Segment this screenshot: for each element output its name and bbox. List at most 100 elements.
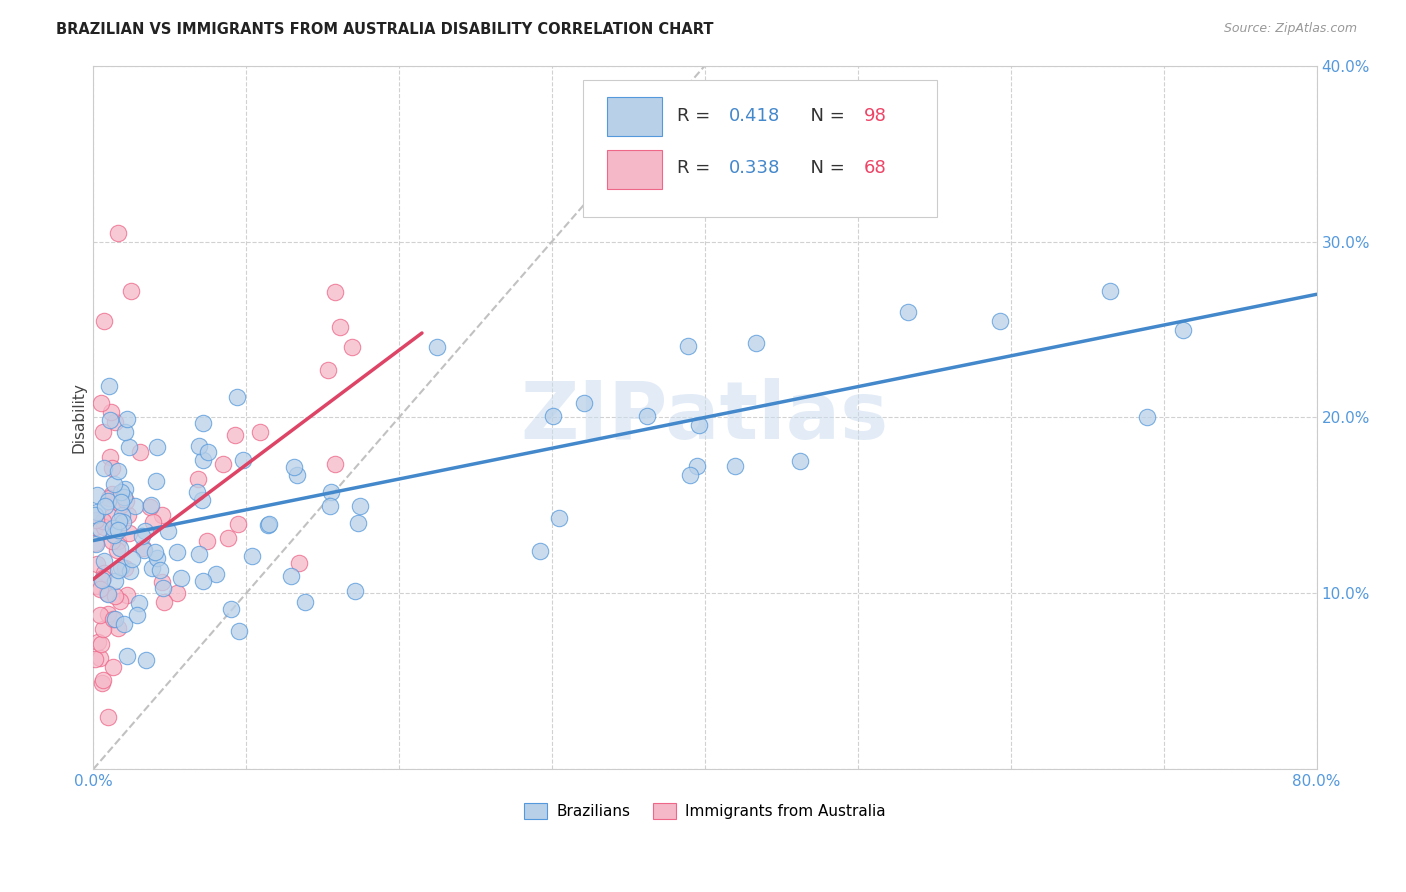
Point (91, 676, 114, 690)
Point (249, 425, 271, 439)
Legend: Brazilians, Immigrants from Australia: Brazilians, Immigrants from Australia (517, 797, 891, 825)
Point (285, 467, 308, 482)
Point (97, 607, 120, 621)
Point (110, 559, 132, 574)
Point (226, 517, 249, 532)
Point (678, 339, 700, 353)
Point (789, 454, 811, 468)
Point (197, 445, 219, 459)
Point (135, 653, 157, 667)
Point (153, 595, 176, 609)
Point (118, 440, 141, 454)
Point (283, 460, 305, 475)
Point (152, 508, 174, 523)
Point (111, 516, 134, 530)
Point (340, 340, 363, 354)
Point (87, 634, 110, 648)
Point (139, 500, 162, 514)
Point (100, 413, 122, 427)
Point (96, 494, 118, 508)
Point (149, 563, 172, 577)
Point (636, 409, 658, 424)
Text: N =: N = (799, 159, 851, 177)
Point (93, 673, 115, 688)
Point (124, 499, 146, 513)
Point (134, 524, 156, 538)
Point (91, 514, 114, 528)
Point (188, 439, 211, 453)
Point (323, 285, 346, 299)
Point (547, 511, 569, 525)
Point (118, 564, 141, 578)
Point (84, 513, 107, 527)
Point (329, 319, 352, 334)
Point (121, 552, 143, 566)
Point (97, 587, 120, 601)
Point (988, 313, 1011, 327)
Point (104, 589, 127, 603)
Point (96, 586, 118, 600)
Point (321, 484, 343, 499)
Point (89, 651, 111, 665)
Point (146, 551, 169, 566)
Point (146, 440, 169, 454)
Point (294, 595, 316, 609)
Point (343, 583, 366, 598)
Text: R =: R = (676, 107, 716, 125)
Point (529, 543, 551, 558)
Bar (607, 150, 662, 189)
Point (166, 545, 188, 559)
Point (98, 491, 121, 505)
Point (86, 557, 108, 571)
Point (93, 314, 115, 328)
Text: ZIPatlas: ZIPatlas (520, 378, 889, 457)
Point (114, 494, 136, 508)
Text: 68: 68 (863, 159, 887, 177)
Point (191, 492, 214, 507)
Point (724, 458, 747, 473)
Y-axis label: Disability: Disability (72, 382, 86, 453)
Text: R =: R = (676, 159, 716, 177)
Point (83, 536, 105, 550)
Point (107, 464, 129, 478)
Point (1099, 285, 1122, 299)
Point (240, 549, 263, 563)
Point (128, 445, 150, 459)
Point (280, 569, 302, 583)
Point (117, 588, 139, 602)
Point (745, 336, 768, 351)
Point (103, 528, 125, 542)
Point (257, 518, 280, 533)
Point (217, 531, 239, 545)
Point (212, 457, 235, 471)
Point (114, 425, 136, 439)
Point (101, 487, 124, 501)
Point (145, 475, 167, 489)
Point (132, 542, 155, 557)
Point (97, 379, 120, 393)
Point (86, 505, 108, 519)
Point (323, 457, 346, 471)
Point (193, 416, 215, 430)
Point (91, 425, 114, 439)
Point (228, 624, 250, 638)
Point (1136, 410, 1159, 425)
Point (103, 612, 125, 626)
Point (195, 533, 218, 548)
Point (91, 573, 114, 587)
Point (125, 607, 148, 622)
Point (110, 495, 132, 509)
Point (93, 554, 115, 568)
Point (89, 522, 111, 536)
Point (346, 516, 368, 530)
Text: 0.418: 0.418 (730, 107, 780, 125)
Point (100, 405, 122, 419)
Point (101, 460, 124, 475)
Point (156, 524, 179, 538)
Point (112, 490, 135, 504)
Point (83, 652, 105, 666)
Point (111, 508, 134, 522)
Point (143, 545, 166, 559)
Point (100, 533, 122, 548)
Point (118, 526, 141, 541)
